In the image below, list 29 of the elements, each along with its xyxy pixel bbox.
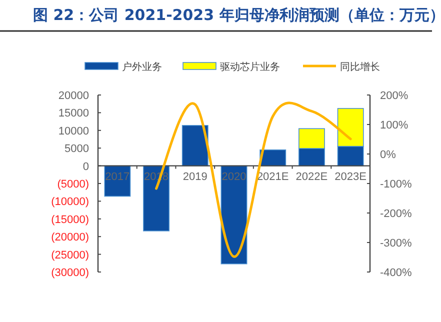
x-tick-label: 2019 bbox=[182, 170, 208, 183]
y-tick-label: (15000) bbox=[51, 214, 89, 226]
bar bbox=[182, 125, 208, 166]
y2-tick-label: -400% bbox=[380, 267, 412, 279]
x-tick-label: 2020 bbox=[222, 170, 246, 183]
y-tick-label: (10000) bbox=[51, 196, 89, 208]
y2-tick-label: -100% bbox=[380, 178, 412, 190]
y-tick-label: 10000 bbox=[58, 125, 89, 138]
y-tick-label: 15000 bbox=[58, 108, 89, 120]
y2-tick-label: 100% bbox=[380, 120, 408, 132]
x-tick-label: 2023E bbox=[334, 170, 366, 183]
y-tick-label: 5000 bbox=[64, 143, 89, 156]
y-tick-label: 20000 bbox=[58, 90, 89, 102]
bar bbox=[143, 165, 170, 232]
legend-label: 驱动芯片业务 bbox=[220, 61, 280, 73]
legend-label: 户外业务 bbox=[122, 61, 162, 73]
y2-tick-label: 200% bbox=[380, 90, 408, 102]
y-tick-label: (20000) bbox=[51, 232, 89, 244]
x-tick-label: 2022E bbox=[296, 170, 328, 183]
y-tick-label: (5000) bbox=[57, 178, 89, 190]
chart-title: 图 22：公司 2021-2023 年归母净利润预测（单位：万元） bbox=[33, 6, 441, 24]
y2-tick-label: -300% bbox=[380, 238, 412, 250]
y-tick-label: (25000) bbox=[51, 249, 89, 262]
x-tick-label: 2017 bbox=[105, 170, 130, 183]
y-tick-label: (30000) bbox=[51, 267, 89, 279]
y2-tick-label: -200% bbox=[380, 208, 412, 220]
y2-tick-label: 0% bbox=[380, 149, 396, 161]
y-tick-label: 0 bbox=[82, 160, 89, 173]
legend-label: 同比增长 bbox=[340, 61, 380, 73]
